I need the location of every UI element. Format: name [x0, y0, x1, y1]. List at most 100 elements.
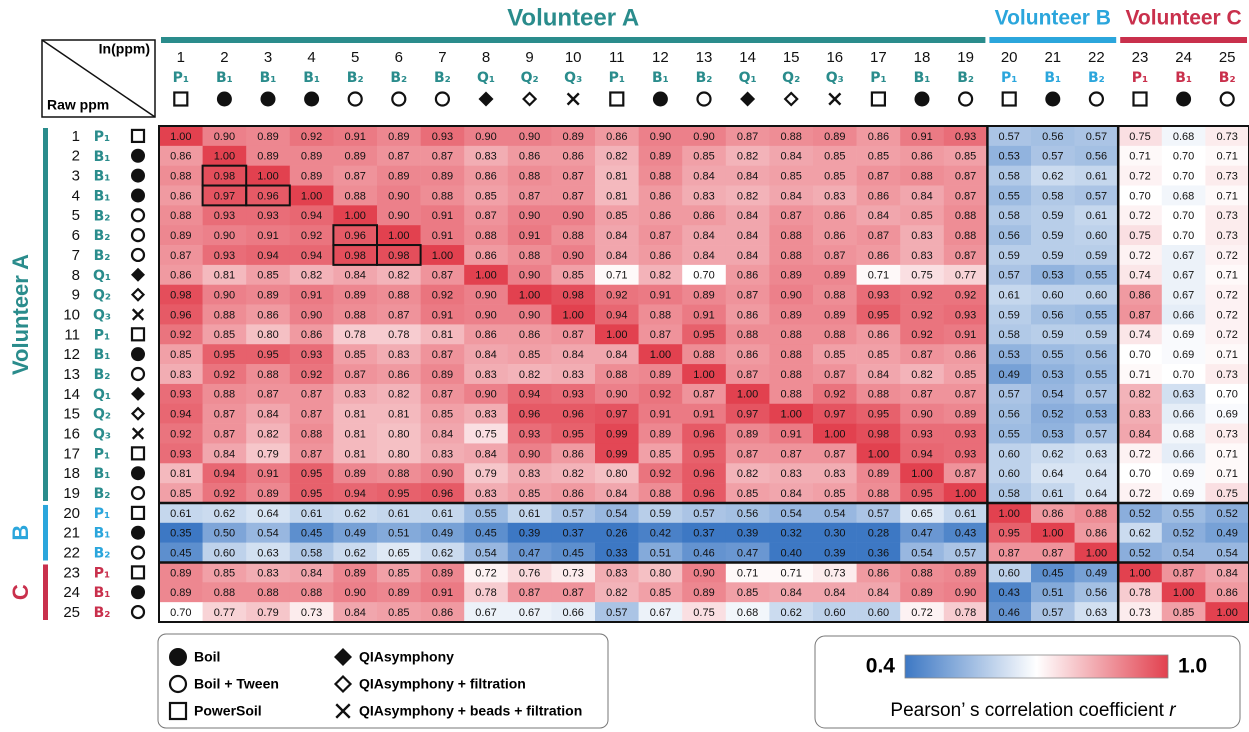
- cell-label: 0.92: [214, 488, 235, 500]
- cell-label: 0.73: [1216, 131, 1237, 143]
- cell-label: 0.88: [650, 309, 671, 321]
- cell: [1205, 483, 1249, 504]
- cell-label: 0.94: [606, 309, 627, 321]
- cell: [377, 582, 421, 603]
- cell-label: 0.72: [1216, 309, 1237, 321]
- group-label: Volunteer A: [507, 4, 639, 31]
- cell: [813, 245, 857, 266]
- column-symbol: [957, 91, 974, 107]
- cell: [769, 205, 814, 226]
- cell: [551, 225, 596, 246]
- column-number: 6: [395, 49, 403, 66]
- cell-label: 0.66: [1173, 309, 1194, 321]
- cell-label: 1.00: [998, 508, 1019, 520]
- cell: [813, 423, 857, 444]
- cell: [769, 383, 814, 405]
- cell: [420, 324, 465, 345]
- cell-label: 0.57: [606, 607, 627, 619]
- cell-label: 0.71: [868, 270, 889, 282]
- cell: [682, 264, 727, 286]
- cell: [769, 264, 814, 286]
- cell-label: 0.85: [170, 349, 191, 361]
- cell: [856, 562, 901, 583]
- cell-label: 0.71: [1129, 369, 1150, 381]
- cell: [682, 562, 727, 583]
- cell-label: 0.91: [780, 428, 801, 440]
- cell: [1161, 403, 1206, 424]
- cell-label: 0.82: [388, 270, 409, 282]
- cell: [1074, 284, 1119, 305]
- cell-label: 0.71: [1216, 270, 1237, 282]
- cell: [769, 145, 814, 166]
- cell-label: 0.86: [388, 369, 409, 381]
- column-number: 25: [1219, 49, 1236, 66]
- row-symbol: [130, 545, 146, 560]
- cell: [202, 522, 247, 543]
- cell: [1161, 284, 1206, 305]
- cell-label: 0.89: [562, 131, 583, 143]
- cell: [289, 522, 334, 543]
- column-code: P₁: [1132, 70, 1148, 86]
- column-number: 15: [783, 49, 800, 66]
- cell-label: 0.84: [475, 448, 496, 460]
- cell: [856, 264, 901, 286]
- cell: [638, 165, 683, 186]
- cell-label: 0.86: [737, 309, 758, 321]
- cell: [551, 542, 596, 563]
- cell-label: 0.61: [1086, 210, 1107, 222]
- cell-label: 0.93: [214, 250, 235, 262]
- cell: [202, 443, 247, 464]
- legend-label: PowerSoil: [194, 703, 262, 719]
- cell: [289, 582, 334, 603]
- cell: [1161, 145, 1206, 166]
- legend-symbol: [168, 701, 188, 721]
- cell-label: 0.88: [955, 210, 976, 222]
- cell: [1074, 423, 1119, 444]
- cell: [682, 403, 727, 424]
- cell-label: 0.95: [562, 428, 583, 440]
- cell: [333, 383, 378, 405]
- row-number: 5: [72, 207, 80, 224]
- cell: [1161, 463, 1206, 484]
- cell-label: 0.89: [693, 290, 714, 302]
- cell: [987, 245, 1032, 266]
- cell: [246, 522, 291, 543]
- cell-label: 0.91: [257, 230, 278, 242]
- cell-label: 0.95: [911, 488, 932, 500]
- cell: [595, 423, 639, 444]
- cell-label: 0.56: [1086, 587, 1107, 599]
- cell: [507, 383, 552, 405]
- cell: [202, 364, 247, 385]
- cell: [507, 225, 552, 246]
- cell: [420, 403, 465, 424]
- cell: [987, 443, 1032, 464]
- cell: [987, 502, 1032, 524]
- column-code: P₁: [609, 70, 625, 86]
- cell: [377, 483, 421, 504]
- cell-label: 0.87: [650, 230, 671, 242]
- group-label: Volunteer C: [1125, 7, 1241, 30]
- row-symbol: [131, 386, 145, 401]
- cell-label: 0.95: [693, 448, 714, 460]
- cell-label: 1.00: [562, 309, 583, 321]
- column-number: 7: [438, 49, 446, 66]
- cell-label: 0.83: [911, 230, 932, 242]
- legend-symbol: [333, 674, 353, 694]
- cell-label: 0.61: [432, 508, 453, 520]
- cell: [1118, 542, 1163, 563]
- cell-label: 0.75: [693, 607, 714, 619]
- cell: [682, 304, 727, 325]
- cell-label: 0.82: [650, 270, 671, 282]
- row-number: 16: [63, 425, 80, 442]
- column-number: 8: [482, 49, 490, 66]
- cell-label: 0.87: [432, 151, 453, 163]
- cell: [202, 126, 247, 147]
- cell: [900, 304, 945, 325]
- cell: [1161, 522, 1206, 543]
- cell: [725, 165, 770, 186]
- group-row-label: B: [8, 525, 33, 541]
- column-code: B₁: [260, 70, 277, 86]
- row-code: B₂: [94, 208, 111, 224]
- cell-label: 0.89: [301, 171, 322, 183]
- cell-label: 0.70: [1173, 151, 1194, 163]
